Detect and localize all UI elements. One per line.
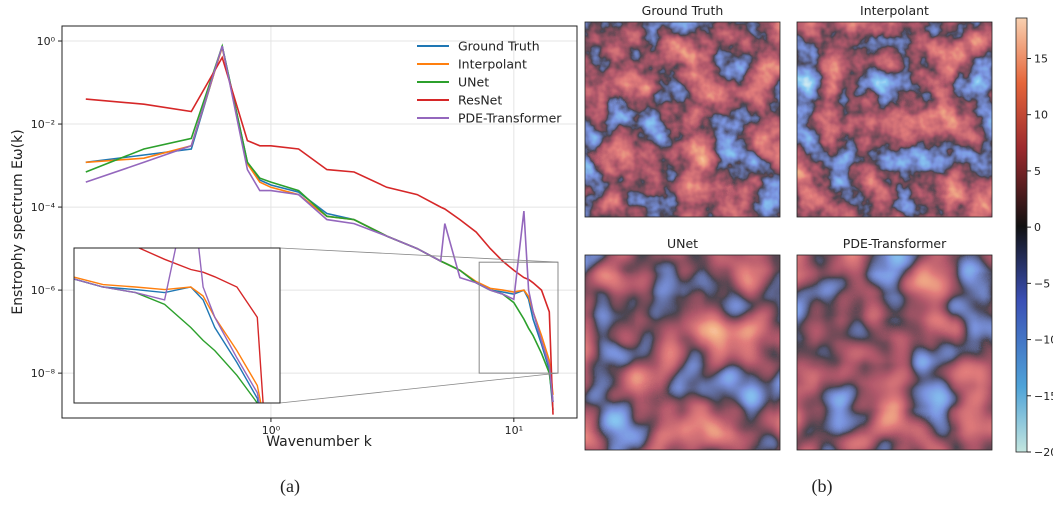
zoom-box bbox=[478, 261, 559, 374]
caption: (b) bbox=[812, 476, 833, 497]
heatmap-frame bbox=[584, 21, 781, 218]
panel-title: Ground Truth bbox=[642, 3, 724, 18]
colorbar-tick-label: −10 bbox=[1034, 334, 1053, 347]
heatmap-image bbox=[585, 255, 780, 450]
colorbar-tick-label: −20 bbox=[1034, 446, 1053, 459]
heatmap-panels: Ground Truth Interpolant UNet PDE-Transform… bbox=[584, 3, 993, 451]
colorbar-tick-label: 15 bbox=[1034, 52, 1048, 65]
y-tick-label: 10⁻⁸ bbox=[31, 367, 56, 380]
inset-line bbox=[74, 278, 259, 403]
inset-line bbox=[74, 248, 260, 403]
heatmap-frame bbox=[796, 21, 993, 218]
axes-frame bbox=[61, 25, 578, 419]
y-axis-label: Enstrophy spectrum Eω(k) bbox=[10, 129, 26, 314]
heatmap-image bbox=[797, 22, 992, 217]
heatmap-frame bbox=[796, 254, 993, 451]
heatmap-frame bbox=[584, 254, 781, 451]
x-tick-label: 10⁰ bbox=[262, 424, 281, 437]
legend-label: ResNet bbox=[458, 93, 502, 108]
heatmap-image bbox=[585, 22, 780, 217]
colorbar-tick-label: −5 bbox=[1034, 277, 1050, 290]
legend-label: Ground Truth bbox=[458, 39, 540, 54]
legend-label: PDE-Transformer bbox=[458, 111, 562, 126]
colorbar bbox=[1015, 17, 1028, 453]
zoom-connector bbox=[279, 247, 559, 263]
legend-label: Interpolant bbox=[458, 57, 527, 72]
series-line bbox=[85, 45, 554, 403]
plot-area bbox=[85, 43, 554, 415]
panel-title: Interpolant bbox=[860, 3, 929, 18]
y-tick-label: 10⁰ bbox=[37, 35, 56, 48]
panel-title: PDE-Transformer bbox=[843, 236, 947, 251]
inset-line bbox=[74, 278, 259, 403]
y-tick-label: 10⁻⁴ bbox=[31, 201, 56, 214]
caption: (a) bbox=[280, 476, 300, 497]
colorbar-tick-label: 10 bbox=[1034, 109, 1048, 122]
x-tick-label: 10¹ bbox=[505, 424, 523, 437]
inset-frame bbox=[73, 247, 281, 404]
heatmap-image bbox=[797, 255, 992, 450]
inset-plot bbox=[74, 248, 264, 403]
zoom-connector bbox=[279, 372, 559, 404]
colorbar-tick-label: 5 bbox=[1034, 165, 1041, 178]
panel-title: UNet bbox=[667, 236, 698, 251]
colorbar-tick-label: −15 bbox=[1034, 390, 1053, 403]
inset-line bbox=[137, 248, 264, 403]
inset-line bbox=[74, 276, 262, 403]
colorbar-tick-label: 0 bbox=[1034, 221, 1041, 234]
legend-label: UNet bbox=[458, 75, 489, 90]
x-axis-label: Wavenumber k bbox=[266, 434, 373, 450]
y-tick-label: 10⁻⁶ bbox=[31, 284, 56, 297]
y-tick-label: 10⁻² bbox=[31, 118, 55, 131]
